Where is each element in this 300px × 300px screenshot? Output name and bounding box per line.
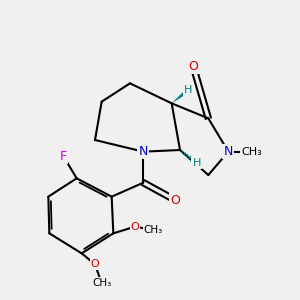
Text: H: H xyxy=(184,85,193,95)
Text: CH₃: CH₃ xyxy=(144,225,163,235)
Text: O: O xyxy=(130,222,140,232)
Text: N: N xyxy=(139,145,148,158)
Text: CH₃: CH₃ xyxy=(241,147,262,157)
Polygon shape xyxy=(172,88,190,103)
Text: O: O xyxy=(188,60,198,73)
Text: H: H xyxy=(193,158,201,168)
Text: O: O xyxy=(91,259,99,269)
Text: F: F xyxy=(60,149,67,163)
Text: CH₃: CH₃ xyxy=(92,278,111,288)
Text: N: N xyxy=(224,145,233,158)
Text: O: O xyxy=(170,194,180,206)
